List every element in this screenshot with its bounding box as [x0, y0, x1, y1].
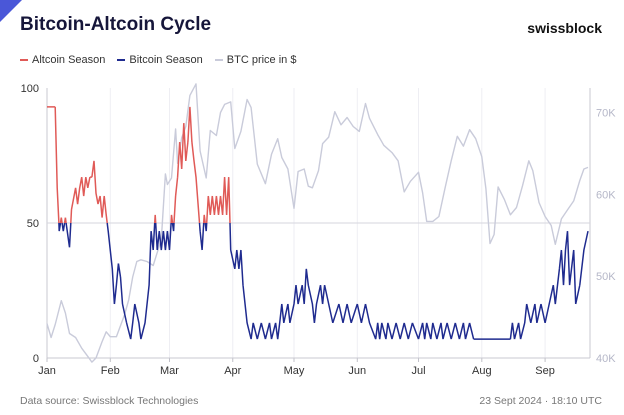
legend-label-btc-price: BTC price in $	[226, 54, 297, 66]
brand-logo: swissblock	[527, 20, 602, 36]
x-tick-label-apr: Apr	[224, 365, 241, 377]
altcoin-season-line	[47, 106, 231, 224]
x-tick-label-may: May	[284, 365, 305, 377]
x-tick-label-sep: Sep	[535, 365, 555, 377]
btc-price-line	[46, 83, 589, 363]
legend-item-altcoin: Altcoin Season	[20, 54, 105, 66]
y-left-tick-label-50: 50	[27, 218, 39, 230]
legend: Altcoin Season Bitcoin Season BTC price …	[20, 54, 308, 66]
legend-swatch-btc-price	[214, 59, 223, 61]
legend-swatch-altcoin	[20, 59, 28, 61]
legend-swatch-bitcoin	[117, 59, 126, 61]
legend-item-btc-price: BTC price in $	[214, 54, 297, 66]
y-left-tick-label-100: 100	[21, 83, 39, 95]
x-tick-label-aug: Aug	[472, 365, 492, 377]
legend-label-bitcoin: Bitcoin Season	[129, 54, 203, 66]
timestamp: 23 Sept 2024 · 18:10 UTC	[479, 395, 602, 407]
legend-label-altcoin: Altcoin Season	[32, 54, 106, 66]
legend-item-bitcoin: Bitcoin Season	[117, 54, 203, 66]
chart-title: Bitcoin-Altcoin Cycle	[20, 14, 212, 35]
x-tick-label-jun: Jun	[348, 365, 366, 377]
x-tick-label-mar: Mar	[160, 365, 179, 377]
y-left-tick-label-0: 0	[33, 353, 39, 365]
data-source: Data source: Swissblock Technologies	[20, 395, 199, 407]
y-right-tick-label-60k: 60K	[596, 189, 616, 201]
y-right-tick-label-70k: 70K	[596, 108, 616, 120]
x-tick-label-jul: Jul	[411, 365, 425, 377]
y-right-tick-label-50k: 50K	[596, 271, 616, 283]
x-tick-label-feb: Feb	[101, 365, 120, 377]
x-tick-label-jan: Jan	[38, 365, 56, 377]
y-right-tick-label-40k: 40K	[596, 353, 616, 365]
corner-accent	[0, 0, 22, 22]
bitcoin-season-line	[58, 222, 589, 340]
